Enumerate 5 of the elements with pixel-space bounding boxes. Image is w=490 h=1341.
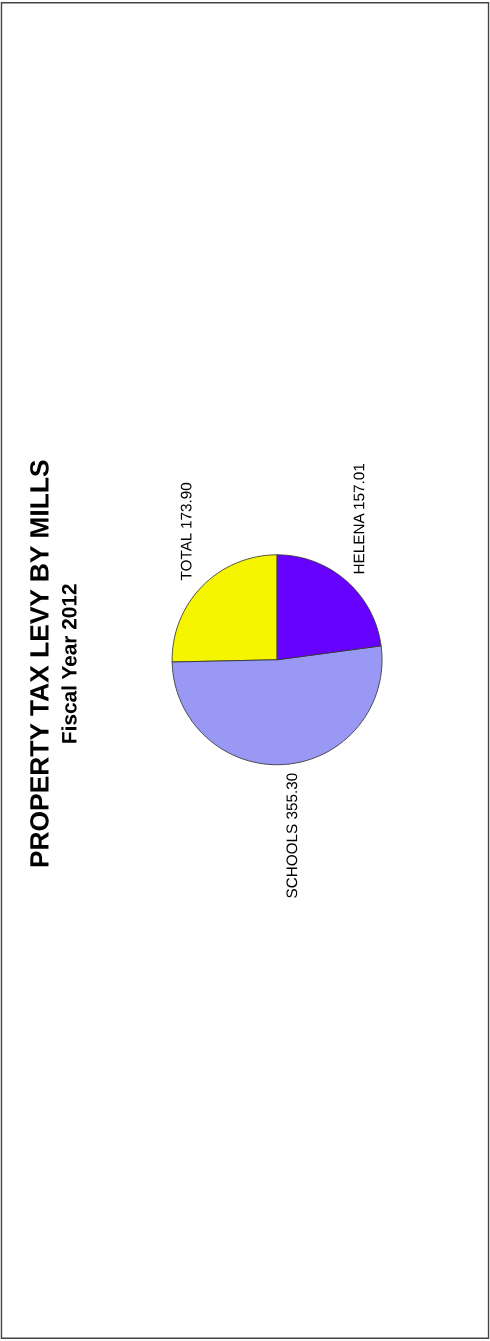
slice-label: SCHOOLS 355.30 — [286, 773, 298, 898]
slice-label: HELENA 157.01 — [353, 463, 365, 574]
text: PROPERTY TAX LEVY BY MILLS — [30, 460, 49, 867]
slice-label: TOTAL 173.90 — [180, 482, 192, 581]
text: Fiscal Year 2012 — [61, 584, 77, 743]
